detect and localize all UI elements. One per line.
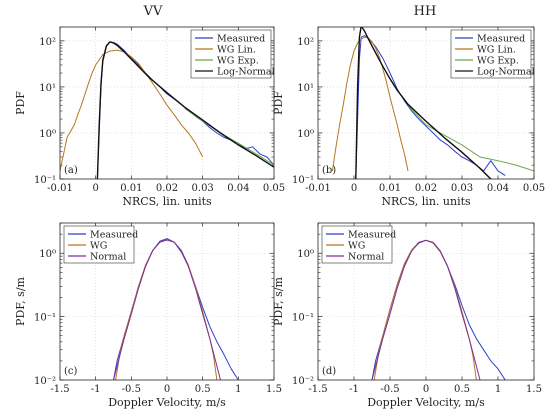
legend-entry: Measured	[348, 230, 396, 241]
legend-entry: Measured	[90, 230, 138, 241]
y-tick-label: 10¹	[39, 83, 56, 94]
panel-b: -0.01 0 0.01 0.02 0.03 0.04 0.05 10⁻¹ 10⁰ 10¹ 10² N…	[272, 26, 545, 208]
panel-label: (d)	[322, 366, 336, 377]
panel-d: -1.5 -1 -0.5 0 0.5 1 1.5 10⁻² 10⁻¹ 10⁰ Doppler Vel…	[272, 222, 542, 409]
series-line-log-normal	[355, 27, 492, 179]
x-tick-label: 1	[235, 384, 241, 395]
x-tick-label: 1	[495, 384, 501, 395]
col-title-vv: VV	[143, 4, 163, 19]
series-line-wg-lin-	[60, 49, 204, 172]
x-tick-label: -0.5	[380, 384, 399, 395]
legend-entry: WG Lin.	[477, 45, 516, 56]
x-tick-label: 0	[164, 384, 170, 395]
x-tick-label: 0	[92, 183, 98, 194]
x-tick-label: 1.5	[526, 384, 542, 395]
x-axis-label: NRCS, lin. units	[122, 195, 212, 208]
legend-entry: Measured	[477, 34, 525, 45]
x-tick-label: -0.5	[122, 384, 141, 395]
legend-entry: Measured	[217, 34, 265, 45]
x-tick-label: -1.5	[308, 384, 327, 395]
series-group	[371, 239, 506, 380]
x-tick-label: 0.01	[379, 183, 401, 194]
x-tick-label: -0.01	[47, 183, 73, 194]
y-tick-label: 10⁰	[39, 129, 56, 140]
panel-label: (a)	[64, 165, 78, 176]
y-axis-label: PDF	[14, 91, 27, 115]
panel-label: (c)	[64, 366, 78, 377]
y-tick-label: 10⁻¹	[292, 175, 314, 186]
x-tick-label: 0.5	[195, 384, 211, 395]
legend-entry: WG	[348, 241, 365, 252]
x-tick-label: 0.02	[415, 183, 437, 194]
series-group	[60, 41, 274, 179]
y-axis-label: PDF, s/m	[14, 276, 27, 325]
y-tick-label: 10²	[39, 37, 56, 48]
legend-entry: Normal	[348, 252, 384, 263]
y-tick-label: 10⁻²	[292, 376, 314, 387]
x-tick-label: 1.5	[266, 384, 282, 395]
x-tick-label: 0	[351, 183, 357, 194]
x-tick-label: -1	[349, 384, 359, 395]
panel-c: -1.5 -1 -0.5 0 0.5 1 1.5 10⁻² 10⁻¹ 10⁰ Doppler Vel…	[14, 222, 282, 409]
x-axis-label: Doppler Velocity, m/s	[108, 396, 226, 409]
x-axis-label: Doppler Velocity, m/s	[367, 396, 485, 409]
y-tick-label: 10⁰	[297, 129, 314, 140]
legend-entry: WG Exp.	[217, 56, 259, 67]
y-tick-label: 10⁻¹	[34, 175, 56, 186]
y-tick-label: 10⁻²	[34, 376, 56, 387]
x-tick-label: -1	[91, 384, 101, 395]
series-group	[331, 27, 534, 179]
x-tick-label: 0.5	[454, 384, 470, 395]
y-tick-label: 10⁻¹	[292, 313, 314, 324]
x-axis-label: NRCS, lin. units	[381, 195, 471, 208]
legend-entry: Log-Normal	[477, 67, 535, 78]
x-tick-label: 0	[423, 384, 429, 395]
x-tick-label: 0.04	[227, 183, 249, 194]
legend-entry: Normal	[90, 252, 126, 263]
series-line-normal	[113, 239, 221, 380]
x-tick-label: 0.01	[120, 183, 142, 194]
legend-entry: WG	[90, 241, 107, 252]
y-tick-label: 10⁰	[297, 249, 314, 260]
y-axis-label: PDF	[272, 91, 285, 115]
series-line-wg-lin-	[331, 36, 409, 172]
y-tick-label: 10⁰	[39, 249, 56, 260]
y-axis-label: PDF, s/m	[272, 276, 285, 325]
x-tick-label: 0.03	[451, 183, 473, 194]
x-tick-label: -1.5	[50, 384, 69, 395]
y-tick-label: 10¹	[297, 83, 314, 94]
series-line-wg-exp-	[407, 104, 534, 172]
panel-a: -0.01 0 0.01 0.02 0.03 0.04 0.05 10⁻¹ 10⁰ 10¹ 10² N…	[14, 26, 285, 208]
series-line-log-normal	[96, 41, 274, 179]
y-tick-label: 10⁻¹	[34, 313, 56, 324]
x-tick-label: 0.04	[487, 183, 509, 194]
x-tick-label: -0.01	[305, 183, 331, 194]
x-tick-label: 0.05	[523, 183, 545, 194]
col-title-hh: HH	[414, 4, 437, 19]
legend-entry: WG Exp.	[477, 56, 519, 67]
series-group	[113, 238, 239, 380]
panels: -0.01 0 0.01 0.02 0.03 0.04 0.05 10⁻¹ 10⁰ 10¹ 10² N…	[14, 26, 545, 409]
x-tick-label: 0.02	[156, 183, 178, 194]
panel-label: (b)	[322, 165, 336, 176]
legend-entry: Log-Normal	[217, 67, 275, 78]
y-tick-label: 10²	[297, 37, 314, 48]
x-tick-label: 0.05	[263, 183, 285, 194]
x-tick-label: 0.03	[192, 183, 214, 194]
series-line-wg-exp-	[184, 108, 274, 166]
series-line-normal	[371, 239, 481, 380]
legend-entry: WG Lin.	[217, 45, 256, 56]
